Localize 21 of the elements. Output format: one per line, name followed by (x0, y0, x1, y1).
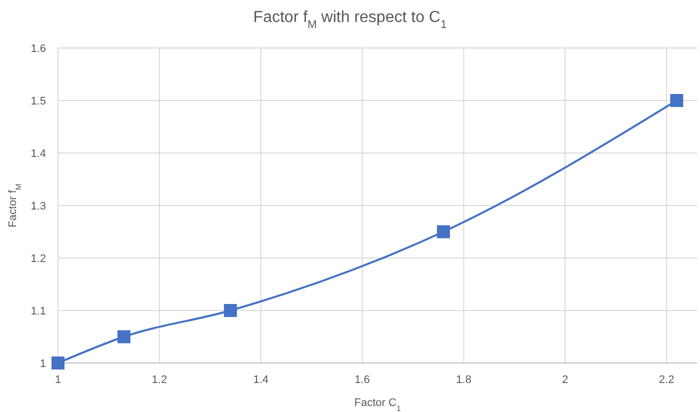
chart-title: Factor f$_{M}$ with respect to C$_{1}$ (253, 9, 447, 31)
x-tick-label: 1.6 (354, 374, 370, 386)
point (117, 330, 130, 344)
x-tick-label: 2 (562, 374, 568, 386)
y-tick-label: 1.5 (30, 96, 46, 108)
x-tick-label: 1.2 (152, 374, 168, 386)
point (436, 225, 450, 238)
y-tick-label: 1.3 (30, 200, 46, 212)
x-tick-label: 2.2 (658, 374, 674, 386)
point (224, 304, 237, 317)
y-tick-label: 1 (40, 358, 46, 370)
y-tick-label: 1.4 (30, 148, 46, 160)
x-tick-label: 1.8 (456, 374, 472, 386)
y-tick-label: 1.1 (30, 306, 46, 318)
x-axis-title: Factor C$_{1}$ (354, 397, 401, 412)
x-tick-label: 1.4 (253, 374, 269, 386)
point (52, 356, 64, 370)
y-tick-label: 1.6 (30, 43, 46, 55)
x-tick-label: 1 (54, 374, 62, 386)
y-tick-label: 1.2 (30, 253, 46, 265)
point (670, 94, 684, 107)
